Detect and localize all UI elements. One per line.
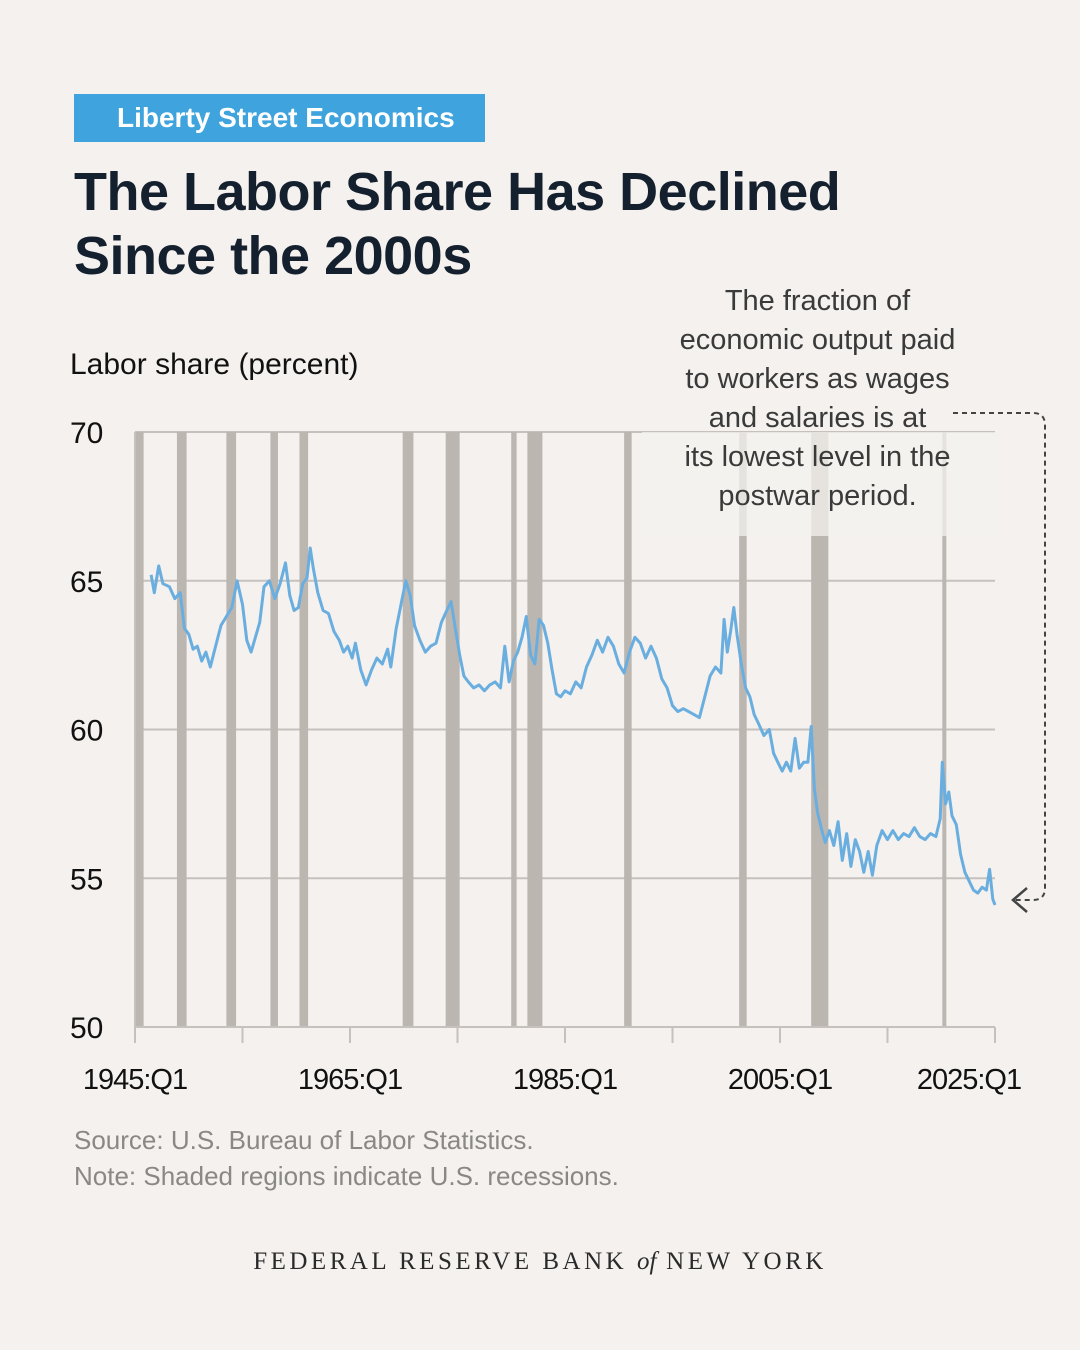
- recession-band: [226, 432, 237, 1027]
- recession-band: [135, 432, 144, 1027]
- annotation-connector: [953, 412, 1046, 901]
- x-tick-label: 2025:Q1: [917, 1064, 1021, 1096]
- y-tick-label: 50: [70, 1012, 103, 1045]
- recession-band: [299, 432, 309, 1027]
- chart-title: The Labor Share Has Declined Since the 2…: [74, 160, 974, 288]
- annotation-line: economic output paid: [679, 324, 956, 356]
- annotation-line: postwar period.: [718, 480, 917, 512]
- y-tick-label: 60: [70, 715, 103, 748]
- recession-band: [445, 432, 460, 1027]
- x-tick-label: 1965:Q1: [298, 1064, 402, 1096]
- annotation-line: to workers as wages: [685, 363, 950, 395]
- recession-band: [527, 432, 543, 1027]
- source-text: Source: U.S. Bureau of Labor Statistics.: [74, 1125, 534, 1155]
- recession-band: [176, 432, 187, 1027]
- annotation-line: The fraction of: [724, 285, 911, 317]
- annotation-backdrop: [642, 432, 998, 536]
- recession-band: [270, 432, 278, 1027]
- recession-band: [624, 432, 632, 1027]
- annotation-text: The fraction of economic output paid to …: [650, 282, 985, 516]
- publication-badge: Liberty Street Economics: [74, 94, 485, 142]
- source-notes: Source: U.S. Bureau of Labor Statistics.…: [74, 1122, 619, 1194]
- organization-logo: FEDERAL RESERVE BANK of NEW YORK: [0, 1248, 1080, 1276]
- x-tick-label: 1945:Q1: [83, 1064, 187, 1096]
- chart-title-line-1: The Labor Share Has Declined: [74, 162, 841, 222]
- x-tick-label: 1985:Q1: [513, 1064, 617, 1096]
- y-tick-label: 65: [70, 566, 103, 599]
- org-name-part-2: NEW YORK: [666, 1248, 827, 1275]
- y-tick-label: 55: [70, 863, 103, 896]
- y-tick-label: 70: [70, 417, 103, 450]
- x-tick-label: 2005:Q1: [728, 1064, 832, 1096]
- note-text: Note: Shaded regions indicate U.S. reces…: [74, 1161, 619, 1191]
- annotation-line: and salaries is at: [708, 402, 927, 434]
- chart-title-line-2: Since the 2000s: [74, 226, 472, 286]
- recession-band: [402, 432, 414, 1027]
- y-axis-label: Labor share (percent): [70, 348, 359, 381]
- annotation-arrowhead: [1011, 887, 1028, 913]
- recession-band: [511, 432, 517, 1027]
- org-name-part-1: FEDERAL RESERVE BANK: [253, 1248, 628, 1275]
- annotation-line: its lowest level in the: [684, 441, 951, 473]
- org-name-of: of: [636, 1248, 657, 1275]
- recession-band: [942, 432, 947, 1027]
- recession-band: [811, 432, 829, 1027]
- labor-share-line: [149, 546, 997, 906]
- recession-band: [739, 432, 747, 1027]
